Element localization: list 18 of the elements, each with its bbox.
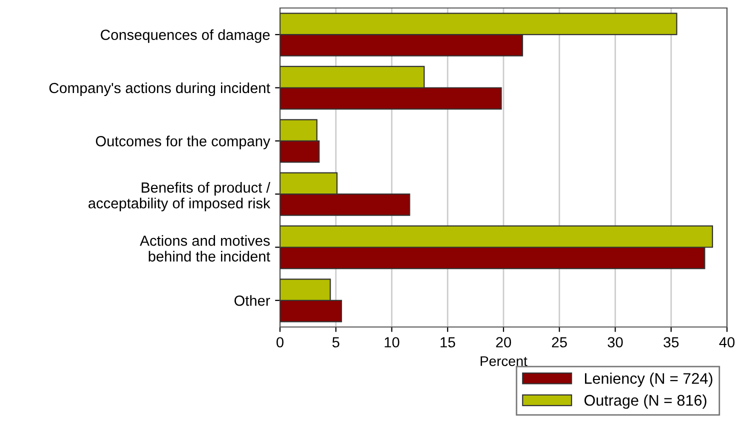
x-tick-label: 25 — [552, 337, 567, 348]
x-tick-label: 20 — [496, 337, 512, 348]
x-tick-label: 15 — [440, 337, 456, 348]
y-tick-label: Actions and motives behind the incident — [140, 235, 270, 262]
legend-label: Outrage (N = 816) — [584, 394, 706, 409]
x-tick-label: 10 — [384, 337, 400, 348]
y-tick-label: Outcomes for the company — [96, 136, 270, 150]
y-tick-label: Other — [234, 295, 270, 306]
x-tick-label: 5 — [332, 337, 340, 348]
x-tick-label: 35 — [664, 337, 679, 348]
x-axis-title: Percent — [480, 356, 528, 366]
legend-label: Leniency (N = 724) — [585, 372, 712, 387]
x-tick-label: 0 — [276, 337, 284, 348]
x-tick-label: 40 — [719, 337, 735, 348]
x-tick-label: 30 — [608, 337, 623, 348]
y-tick-label: Benefits of product / acceptability of imposed risk — [88, 182, 270, 212]
y-tick-label: Consequences of damage — [100, 29, 270, 43]
y-tick-label: Company's actions during incident — [49, 82, 270, 96]
